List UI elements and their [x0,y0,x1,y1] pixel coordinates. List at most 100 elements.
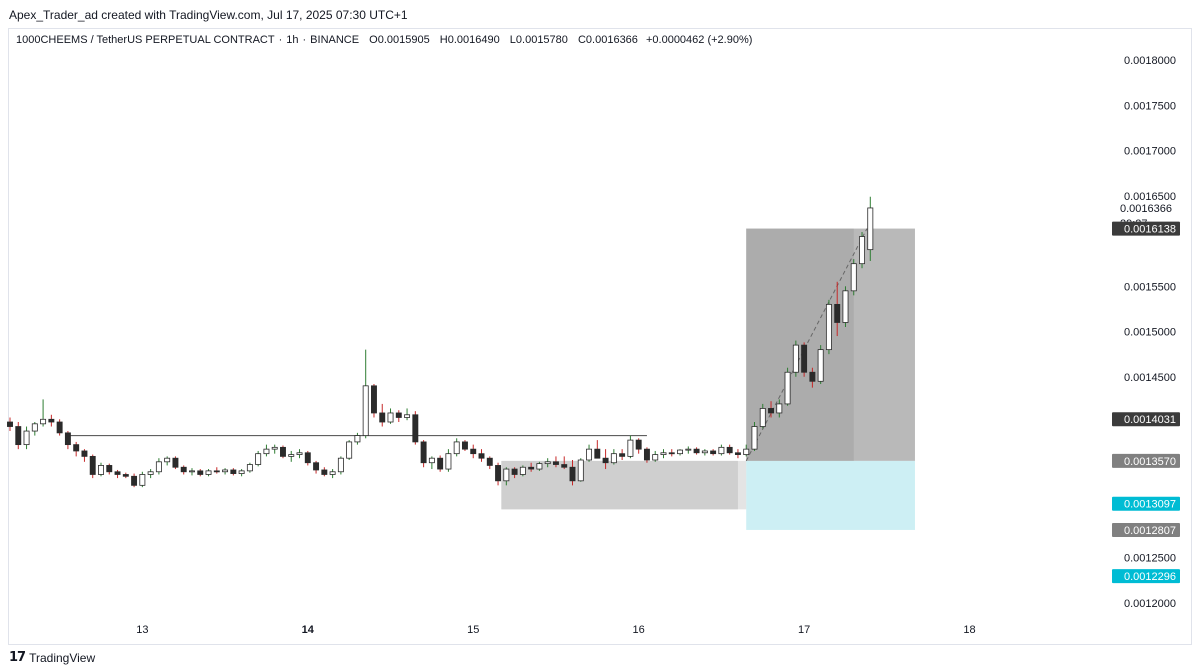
candle [751,422,758,451]
candle [428,456,435,470]
candle-body [147,471,154,475]
price-tag-label: 0.0016366 [1120,203,1172,215]
candle [569,460,576,486]
candle-body [710,450,717,455]
price-tag: 0.0012296 [1112,569,1180,584]
candle-body [693,448,700,454]
price-tag: 0.0013097 [1112,496,1180,511]
candle [246,462,253,473]
candle [528,462,535,472]
price-tag: 0.0013570 [1112,453,1180,468]
chart-frame[interactable] [8,28,1192,645]
candle-body [296,452,303,455]
candle-body [528,466,535,470]
candle [155,458,162,475]
candle [685,446,692,454]
candle [635,438,642,454]
candle-body [652,454,659,461]
candle-body [577,459,584,482]
candle [313,460,320,474]
candle-body [627,439,634,457]
candle [23,426,30,450]
candle-body [428,457,435,464]
candle [544,458,551,468]
price-tag-label: 0.0013097 [1124,499,1176,511]
candle [503,467,510,486]
candle-body [867,207,874,251]
candle [271,444,278,454]
candle [660,449,667,459]
candle [213,467,220,474]
candle [371,384,377,418]
candle [288,450,295,462]
candle-body [726,446,733,454]
candle-body [792,344,799,373]
low-label: L [509,34,516,46]
candle-body [81,450,88,457]
candle [354,432,361,445]
candle-body [610,453,617,464]
candle [230,468,237,476]
candle-body [230,469,237,474]
price-tag: 0.0012807 [1112,522,1180,537]
tradingview-logo-icon[interactable]: 17 [9,650,26,665]
candle-body [660,452,667,455]
brand-name: TradingView [29,650,96,665]
candle-body [859,236,865,265]
candle [693,447,700,455]
candle [701,449,708,456]
candle-body [40,418,47,425]
candle-body [354,435,361,443]
symbol-name[interactable]: 1000CHEEMS / TetherUS PERPETUAL CONTRACT [16,34,275,46]
candle [445,449,452,472]
candle-body [238,470,245,474]
candle-body [817,349,824,382]
candles-layer [7,196,874,488]
candle-body [271,446,278,450]
price-tag-bg [1112,496,1180,511]
candle-body [246,464,253,472]
change-percent: (+2.90%) [707,34,753,46]
price-tag-label: 0.0012296 [1124,571,1176,583]
candle-body [437,457,444,470]
candle-body [569,466,576,482]
candle [404,408,411,421]
x-tick-label: 17 [798,624,810,636]
candle-body [718,446,725,455]
candle-body [73,444,80,452]
candle [329,469,336,479]
candle-body [420,441,427,464]
candle [172,456,179,470]
footer: 17 TradingView [9,650,95,665]
candle [420,440,427,468]
candle-body [834,303,841,323]
candle [453,438,460,457]
creator-caption: Apex_Trader_ad created with TradingView.… [9,8,408,22]
candle [478,449,485,462]
candle [627,435,634,459]
candle [122,472,129,479]
price-tag-bg [1112,412,1180,427]
candle-body [23,430,30,446]
candle [222,468,229,475]
candle [89,454,96,479]
candle-body [519,466,526,475]
y-tick-label: 0.0012000 [1124,598,1176,610]
candle [668,449,675,457]
candle [412,411,419,445]
candle [15,422,22,450]
candle-body [48,418,55,423]
change-value: +0.0000462 [645,34,705,46]
candle-body [371,385,377,414]
candle [180,465,187,475]
price-tag-label: 0.0012807 [1124,525,1176,537]
price-tag: 0.0016138 [1112,221,1180,236]
candle-body [197,470,204,475]
candle-body [139,474,146,486]
interval-label[interactable]: 1h [286,34,299,46]
price-tag-bg [1112,453,1180,468]
candle [470,444,477,459]
price-tag-label: 0.0014031 [1124,414,1176,426]
candle [73,441,80,457]
